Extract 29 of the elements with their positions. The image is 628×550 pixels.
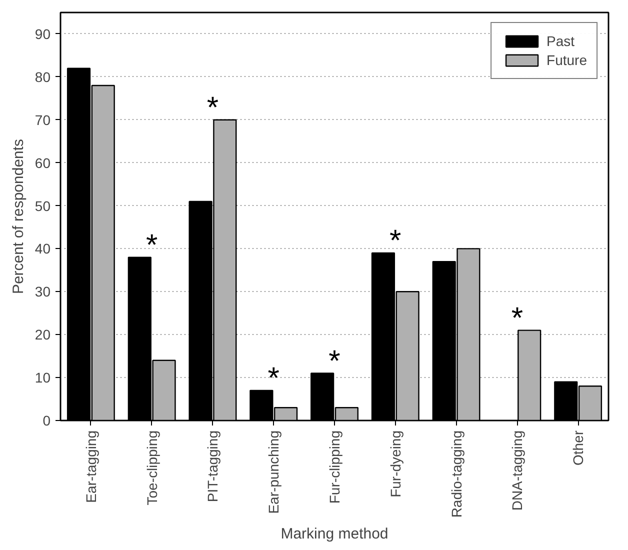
y-tick-label: 80	[34, 68, 51, 85]
x-tick-label: Ear-tagging	[82, 430, 99, 503]
x-tick-label: PIT-tagging	[204, 430, 221, 502]
x-axis-title: Marking method	[280, 526, 388, 543]
y-tick-label: 20	[34, 326, 51, 343]
annotation: *	[511, 302, 524, 335]
x-tick-label: Radio-tagging	[448, 430, 464, 518]
annotation: *	[146, 228, 158, 262]
x-tick-label: Ear-punching	[266, 430, 282, 514]
x-tick-label: DNA-tagging	[509, 430, 526, 511]
annotation: *	[206, 91, 219, 124]
y-tick-label: 30	[34, 284, 51, 300]
y-tick-label: 90	[34, 26, 51, 42]
annotation: *	[390, 224, 402, 258]
y-tick-label: 60	[34, 154, 51, 171]
x-tick-label: Other	[570, 430, 586, 466]
legend-label: Future	[546, 52, 587, 68]
x-tick-label: Toe-clipping	[144, 430, 160, 506]
x-tick-label: Fur-clipping	[326, 430, 342, 504]
annotation: *	[328, 344, 341, 378]
y-tick-label: 70	[34, 112, 51, 128]
y-tick-label: 40	[34, 240, 51, 257]
x-tick-label: Fur-dyeing	[387, 430, 404, 498]
legend-label: Past	[546, 33, 575, 49]
y-tick-label: 0	[42, 412, 51, 428]
y-tick-label: 50	[34, 198, 51, 214]
y-axis-title: Percent of respondents	[10, 138, 27, 294]
y-tick-label: 10	[34, 370, 51, 386]
annotation: *	[268, 362, 280, 395]
